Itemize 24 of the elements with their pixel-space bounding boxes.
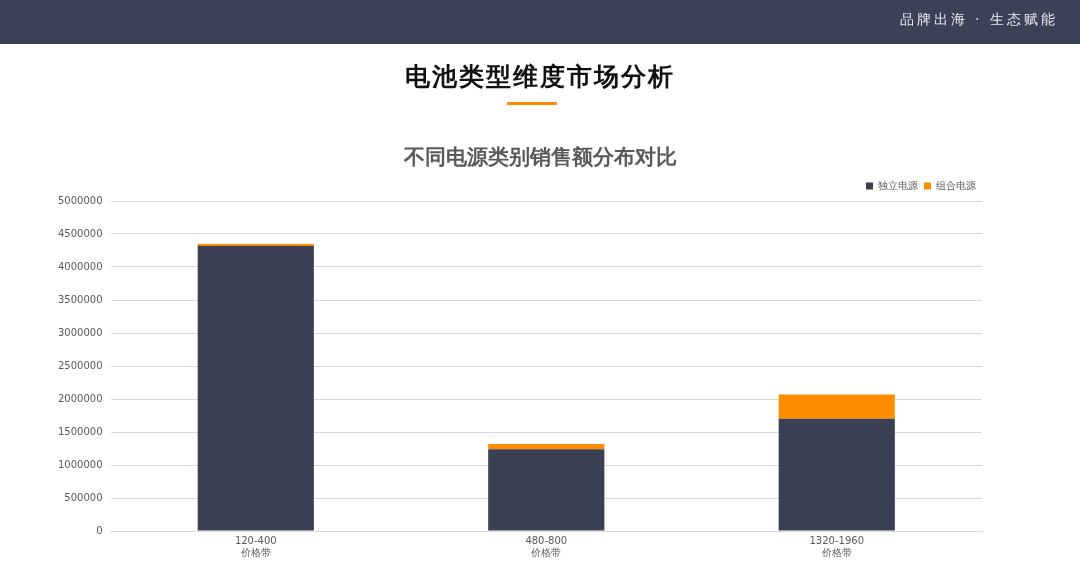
legend-label: 独立电源 <box>878 179 918 191</box>
x-tick-label: 1320-1960 价格带 <box>809 534 865 558</box>
bar <box>197 245 314 531</box>
legend-label: 组合电源 <box>936 179 976 191</box>
bar <box>778 418 895 531</box>
y-tick-label: 0 <box>96 524 103 536</box>
chart-title: 电池类型维度市场分析 <box>404 61 676 93</box>
y-tick-label: 1500000 <box>57 425 103 437</box>
y-tick-label: 3500000 <box>57 293 103 305</box>
y-tick-label: 5000000 <box>57 194 103 206</box>
y-tick-label: 500000 <box>64 491 103 503</box>
x-tick-label: 120-400 价格带 <box>234 534 277 558</box>
text: 品牌出海 · 生态赋能 <box>899 11 1058 29</box>
bar <box>778 394 895 419</box>
y-tick-label: 1000000 <box>57 458 103 470</box>
y-tick-label: 2500000 <box>57 359 103 371</box>
y-tick-label: 4000000 <box>57 260 103 272</box>
bar <box>488 443 605 450</box>
y-tick-label: 3000000 <box>57 326 103 338</box>
y-tick-label: 4500000 <box>57 227 103 239</box>
y-tick-label: 2000000 <box>57 392 103 404</box>
x-tick-label: 480-800 价格带 <box>525 534 568 558</box>
bar <box>488 449 605 531</box>
chart-subtitle: 不同电源类别销售额分布对比 <box>402 144 678 171</box>
